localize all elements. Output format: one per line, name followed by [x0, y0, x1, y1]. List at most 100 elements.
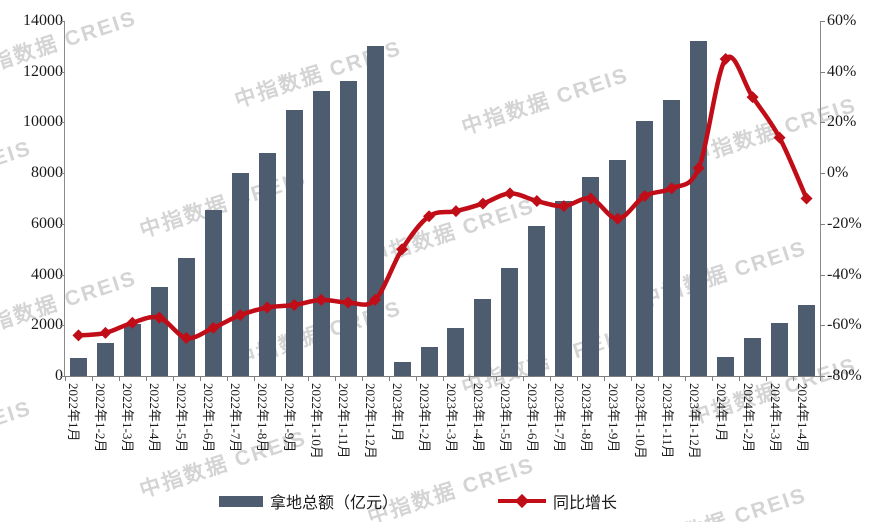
- x-axis-tick: [685, 376, 687, 381]
- yoy-growth-point: [557, 200, 570, 213]
- bar: [501, 268, 519, 376]
- yoy-growth-point: [396, 243, 409, 256]
- right-axis-tick-label: 60%: [827, 12, 857, 29]
- bar: [474, 298, 492, 376]
- x-axis-category-label: 2024年1月: [713, 383, 729, 442]
- right-axis-tick: [820, 21, 825, 22]
- left-axis-tick-label: 8000: [31, 164, 63, 182]
- bar: [771, 322, 789, 376]
- yoy-growth-line: [78, 54, 809, 341]
- left-axis-tick-label: 4000: [31, 265, 63, 283]
- x-axis-tick: [334, 376, 336, 381]
- x-axis-tick: [766, 376, 768, 381]
- yoy-growth-point: [530, 195, 543, 208]
- x-axis-category-label: 2023年1-5月: [497, 383, 513, 453]
- legend-line-label: 同比增长: [553, 495, 618, 512]
- x-axis-tick: [415, 376, 417, 381]
- x-axis-tick: [388, 376, 390, 381]
- yoy-growth-point: [773, 131, 786, 144]
- watermark-text: 中指数据 CREIS: [0, 136, 35, 213]
- x-axis-tick: [820, 376, 821, 381]
- legend-bar-swatch: [219, 495, 263, 507]
- x-axis-category-label: 2022年1-4月: [147, 383, 163, 453]
- x-axis-category-label: 2022年1-8月: [255, 383, 271, 453]
- bar: [204, 209, 222, 376]
- x-axis-tick: [253, 376, 255, 381]
- yoy-growth-point: [369, 293, 382, 306]
- left-axis-tick-label: 6000: [31, 214, 63, 232]
- right-axis-tick-label: -40%: [827, 265, 862, 283]
- yoy-growth-point: [234, 309, 247, 322]
- right-axis-tick-label: -60%: [827, 316, 862, 334]
- x-axis-category-label: 2022年1-7月: [228, 383, 244, 453]
- bar: [231, 173, 249, 376]
- right-axis-tick: [820, 173, 825, 175]
- x-axis-category-label: 2023年1月: [390, 383, 406, 442]
- x-axis-category-label: 2023年1-8月: [578, 383, 594, 453]
- bar: [690, 41, 708, 376]
- legend-bar-label: 拿地总额（亿元）: [270, 495, 399, 512]
- yoy-growth-point: [153, 311, 166, 324]
- right-axis-tick-label: 0%: [827, 164, 849, 182]
- right-axis-tick: [820, 122, 825, 124]
- bar: [582, 176, 600, 376]
- left-axis-tick-label: 2000: [31, 316, 63, 334]
- x-axis-category-label: 2022年1-12月: [363, 383, 379, 459]
- bar: [717, 356, 735, 376]
- x-axis-tick: [361, 376, 363, 381]
- x-axis-tick: [739, 376, 741, 381]
- bar: [96, 343, 114, 376]
- x-axis-category-label: 2024年1-4月: [794, 383, 810, 453]
- right-axis-tick-label: -20%: [827, 214, 862, 232]
- bar: [393, 362, 411, 376]
- plot-area: [65, 21, 820, 376]
- right-axis-tick: [820, 223, 825, 225]
- left-axis-line: [64, 21, 65, 377]
- x-axis-category-label: 2023年1-7月: [551, 383, 567, 453]
- x-axis-category-label: 2022年1月: [66, 383, 82, 442]
- legend-item-bar: 拿地总额（亿元）: [219, 490, 398, 512]
- yoy-growth-point: [261, 301, 274, 314]
- x-axis-tick: [712, 376, 714, 381]
- x-axis-tick: [442, 376, 444, 381]
- yoy-growth-point: [503, 187, 516, 200]
- x-axis-category-label: 2022年1-9月: [282, 383, 298, 453]
- left-axis-tick-label: 0: [55, 367, 63, 384]
- bar: [69, 358, 87, 376]
- x-axis-tick: [469, 376, 471, 381]
- right-axis-tick-label: 20%: [827, 113, 857, 131]
- yoy-growth-point: [692, 162, 705, 175]
- left-axis-tick: [60, 274, 65, 276]
- yoy-growth-point: [126, 316, 139, 329]
- yoy-growth-point: [449, 205, 462, 218]
- x-axis-tick: [658, 376, 660, 381]
- bar: [285, 109, 303, 376]
- yoy-growth-point: [207, 321, 220, 334]
- x-axis-category-label: 2023年1-6月: [524, 383, 540, 453]
- left-axis-tick: [60, 122, 65, 124]
- right-axis-tick: [820, 71, 825, 73]
- x-axis-category-label: 2023年1-4月: [470, 383, 486, 453]
- bar: [312, 90, 330, 376]
- yoy-growth-point: [315, 293, 328, 306]
- legend-item-line: 同比增长: [498, 490, 617, 512]
- yoy-growth-point: [611, 212, 624, 225]
- x-axis-tick: [793, 376, 795, 381]
- x-axis-category-label: 2022年1-2月: [93, 383, 109, 453]
- x-axis-tick: [280, 376, 282, 381]
- right-axis-tick: [820, 376, 825, 377]
- yoy-growth-point: [423, 210, 436, 223]
- right-axis-line: [820, 21, 821, 377]
- x-axis-tick: [631, 376, 633, 381]
- x-axis-category-label: 2024年1-3月: [767, 383, 783, 453]
- x-axis-category-label: 2023年1-11月: [659, 383, 675, 459]
- x-axis-category-label: 2023年1-12月: [686, 383, 702, 459]
- line-series: [72, 53, 813, 344]
- x-axis-tick: [145, 376, 147, 381]
- bar: [258, 152, 276, 376]
- yoy-growth-point: [180, 331, 193, 344]
- x-axis-category-label: 2023年1-3月: [443, 383, 459, 453]
- legend: 拿地总额（亿元） 同比增长: [0, 490, 876, 516]
- bar: [123, 324, 141, 376]
- x-axis-tick: [118, 376, 120, 381]
